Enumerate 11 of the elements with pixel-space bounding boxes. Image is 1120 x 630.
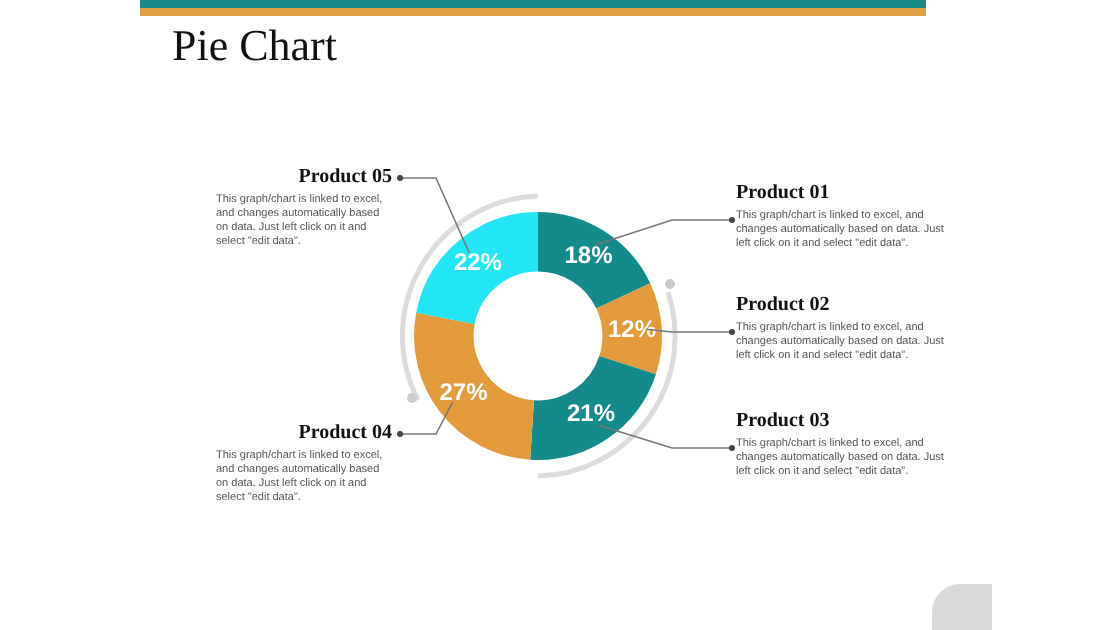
data-label: 22% [453, 248, 503, 277]
data-label: 18% [564, 241, 614, 270]
data-label: 12% [608, 314, 657, 343]
slice-label: Product 01 [736, 182, 832, 204]
slice-label: Product 03 [736, 410, 832, 432]
slice-label: Product 04 [296, 422, 392, 444]
slice-label: Product 05 [296, 166, 392, 188]
data-label: 27% [439, 378, 489, 407]
slice-label: Product 02 [736, 294, 832, 316]
data-label: 21% [566, 398, 616, 427]
chart-title: Pie Chart [172, 20, 337, 72]
